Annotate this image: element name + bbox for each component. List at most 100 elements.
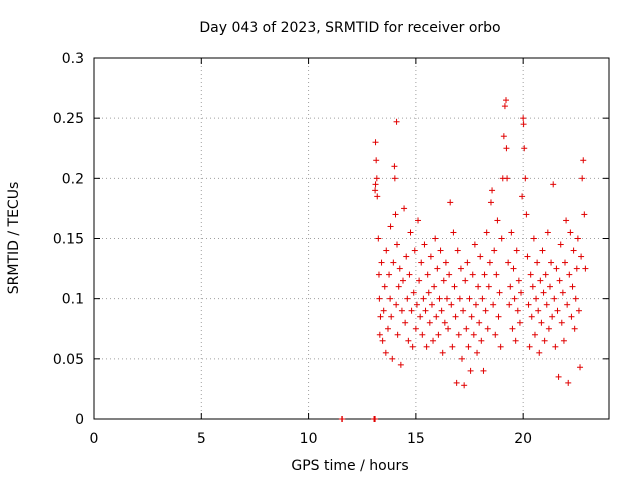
data-point — [413, 301, 420, 308]
data-point — [381, 283, 388, 290]
data-point — [377, 313, 384, 320]
data-point — [490, 301, 497, 308]
data-point — [412, 325, 419, 332]
data-point — [545, 325, 552, 332]
data-point — [386, 271, 393, 278]
data-point — [456, 295, 463, 302]
data-point — [454, 247, 461, 254]
data-point — [372, 139, 379, 146]
data-point — [453, 379, 460, 386]
y-tick-label: 0.3 — [62, 51, 84, 67]
data-point — [403, 253, 410, 260]
x-tick-label: 20 — [514, 431, 532, 447]
data-point — [487, 199, 494, 206]
data-point — [546, 283, 553, 290]
data-point — [379, 337, 386, 344]
data-point — [376, 331, 383, 338]
data-point — [548, 259, 555, 266]
data-point — [391, 175, 398, 182]
data-point — [481, 271, 488, 278]
data-point — [434, 265, 441, 272]
data-point — [554, 307, 561, 314]
data-point — [482, 307, 489, 314]
data-point — [569, 283, 576, 290]
data-point — [374, 193, 381, 200]
data-point — [505, 259, 512, 266]
data-point — [530, 235, 537, 242]
data-point — [559, 289, 566, 296]
data-point — [498, 235, 505, 242]
data-point — [478, 337, 485, 344]
data-point — [528, 313, 535, 320]
data-point — [447, 199, 454, 206]
data-point — [431, 283, 438, 290]
y-tick-label: 0.2 — [62, 171, 84, 187]
data-point — [424, 271, 431, 278]
data-point — [383, 247, 390, 254]
data-point — [452, 313, 459, 320]
data-point — [507, 283, 514, 290]
data-point — [468, 313, 475, 320]
data-point — [580, 157, 587, 164]
data-point — [432, 235, 439, 242]
data-point — [448, 301, 455, 308]
data-point — [389, 355, 396, 362]
data-point — [503, 97, 509, 104]
data-point — [410, 289, 417, 296]
data-point — [571, 325, 578, 332]
data-point — [529, 283, 536, 290]
data-point — [573, 265, 580, 272]
data-point — [435, 331, 442, 338]
data-point — [550, 181, 557, 188]
data-point — [372, 181, 379, 188]
data-point — [515, 277, 522, 284]
data-point — [384, 325, 391, 332]
data-point — [391, 163, 398, 170]
data-point — [417, 313, 424, 320]
data-point — [484, 325, 491, 332]
x-tick-label: 5 — [197, 431, 206, 447]
data-point — [390, 259, 397, 266]
data-point — [491, 247, 498, 254]
y-tick-label: 0.15 — [53, 232, 84, 248]
data-point — [450, 229, 457, 236]
data-point — [542, 271, 549, 278]
data-point — [375, 235, 382, 242]
data-point — [440, 277, 447, 284]
data-point — [494, 217, 501, 224]
data-point — [520, 121, 527, 128]
data-point — [433, 313, 440, 320]
data-point — [449, 343, 456, 350]
data-point — [551, 295, 558, 302]
data-point — [445, 325, 452, 332]
data-point — [376, 295, 383, 302]
data-point — [483, 229, 490, 236]
data-point — [563, 217, 570, 224]
data-point — [419, 331, 426, 338]
data-point — [538, 319, 545, 326]
data-point — [572, 295, 579, 302]
data-point — [503, 145, 510, 152]
data-point — [558, 319, 565, 326]
data-point — [373, 157, 380, 164]
data-point — [508, 229, 515, 236]
data-point — [402, 319, 409, 326]
data-point — [493, 271, 500, 278]
data-point — [521, 145, 528, 152]
data-point — [570, 247, 577, 254]
data-point — [560, 337, 567, 344]
data-point — [408, 307, 415, 314]
data-point — [549, 313, 556, 320]
data-point — [567, 229, 574, 236]
data-point — [471, 241, 478, 248]
data-point — [472, 301, 479, 308]
data-point — [577, 364, 584, 371]
data-point — [438, 307, 445, 314]
data-point — [463, 325, 470, 332]
data-point — [394, 331, 401, 338]
data-point — [565, 379, 572, 386]
data-point — [387, 295, 394, 302]
data-point — [372, 416, 379, 422]
data-point — [519, 193, 526, 200]
data-point — [511, 295, 518, 302]
